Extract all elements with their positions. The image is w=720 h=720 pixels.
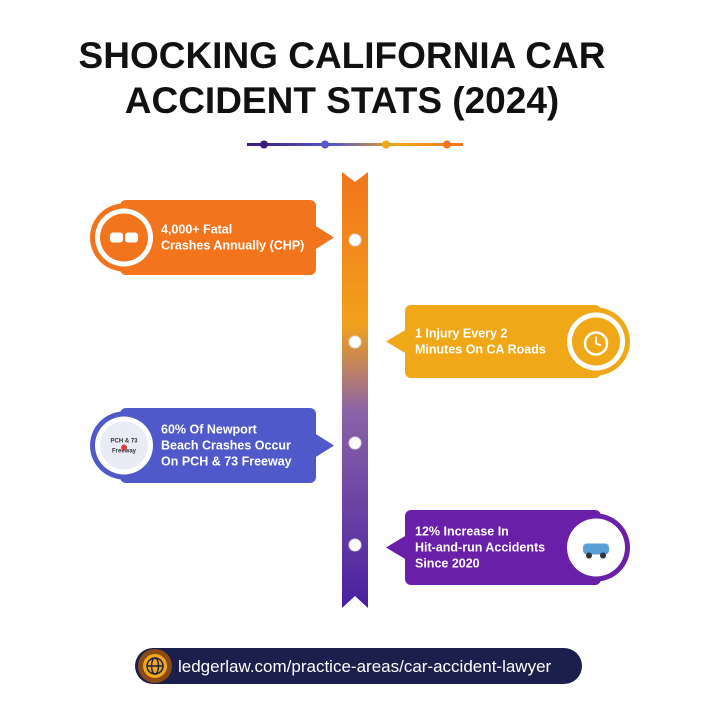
- stat-text: 1 Injury Every 2: [415, 327, 507, 341]
- card-pointer: [315, 225, 334, 250]
- stat-text: Hit-and-run Accidents: [415, 541, 545, 555]
- card-box: [405, 510, 601, 585]
- car: [583, 543, 609, 555]
- stat-text: 12% Increase In: [415, 525, 509, 539]
- title-line: SHOCKING CALIFORNIA CAR: [79, 35, 606, 76]
- title-line: ACCIDENT STATS (2024): [125, 80, 559, 121]
- timeline-dot: [348, 335, 362, 349]
- wheel: [586, 552, 592, 559]
- icon-text: Freeway: [112, 449, 137, 455]
- card-box: [120, 408, 316, 483]
- stat-text: Minutes On CA Roads: [415, 343, 546, 357]
- card-pointer: [315, 433, 334, 458]
- stat-card: 4,000+ Fatal Crashes Annually (CHP): [90, 200, 334, 275]
- stat-card: 1 Injury Every 2 Minutes On CA Roads: [386, 305, 630, 378]
- footer: ledgerlaw.com/practice-areas/car-acciden…: [135, 648, 582, 684]
- card-pointer: [386, 329, 406, 354]
- card-box: [405, 305, 601, 378]
- stat-text: Since 2020: [415, 557, 480, 571]
- car: [110, 232, 123, 243]
- stat-card: PCH & 73 Freeway 60% Of Newport Beach Crash…: [90, 408, 334, 483]
- icon-pin: [121, 444, 127, 451]
- stat-card: 12% Increase In Hit-and-run Accidents Sinc…: [386, 510, 630, 585]
- card-pointer: [386, 535, 406, 560]
- stat-text: Beach Crashes Occur: [161, 439, 291, 453]
- icon-bg: [100, 213, 148, 262]
- clock: [583, 331, 609, 356]
- stat-text: On PCH & 73 Freeway: [161, 455, 292, 469]
- timeline-dot: [348, 436, 362, 450]
- divider: [247, 140, 463, 149]
- timeline-bar: [342, 172, 368, 608]
- card-box: [120, 200, 316, 275]
- icon-text: PCH & 73: [110, 439, 138, 445]
- stat-text: 4,000+ Fatal: [161, 223, 232, 237]
- timeline-dot: [348, 233, 362, 247]
- stat-text: Crashes Annually (CHP): [161, 239, 304, 253]
- stat-text: 60% Of Newport: [161, 423, 258, 437]
- car: [125, 232, 138, 243]
- wheel: [600, 552, 606, 559]
- clock-hands: [595, 336, 602, 347]
- timeline-dot: [348, 538, 362, 552]
- footer-url: ledgerlaw.com/practice-areas/car-acciden…: [178, 657, 552, 676]
